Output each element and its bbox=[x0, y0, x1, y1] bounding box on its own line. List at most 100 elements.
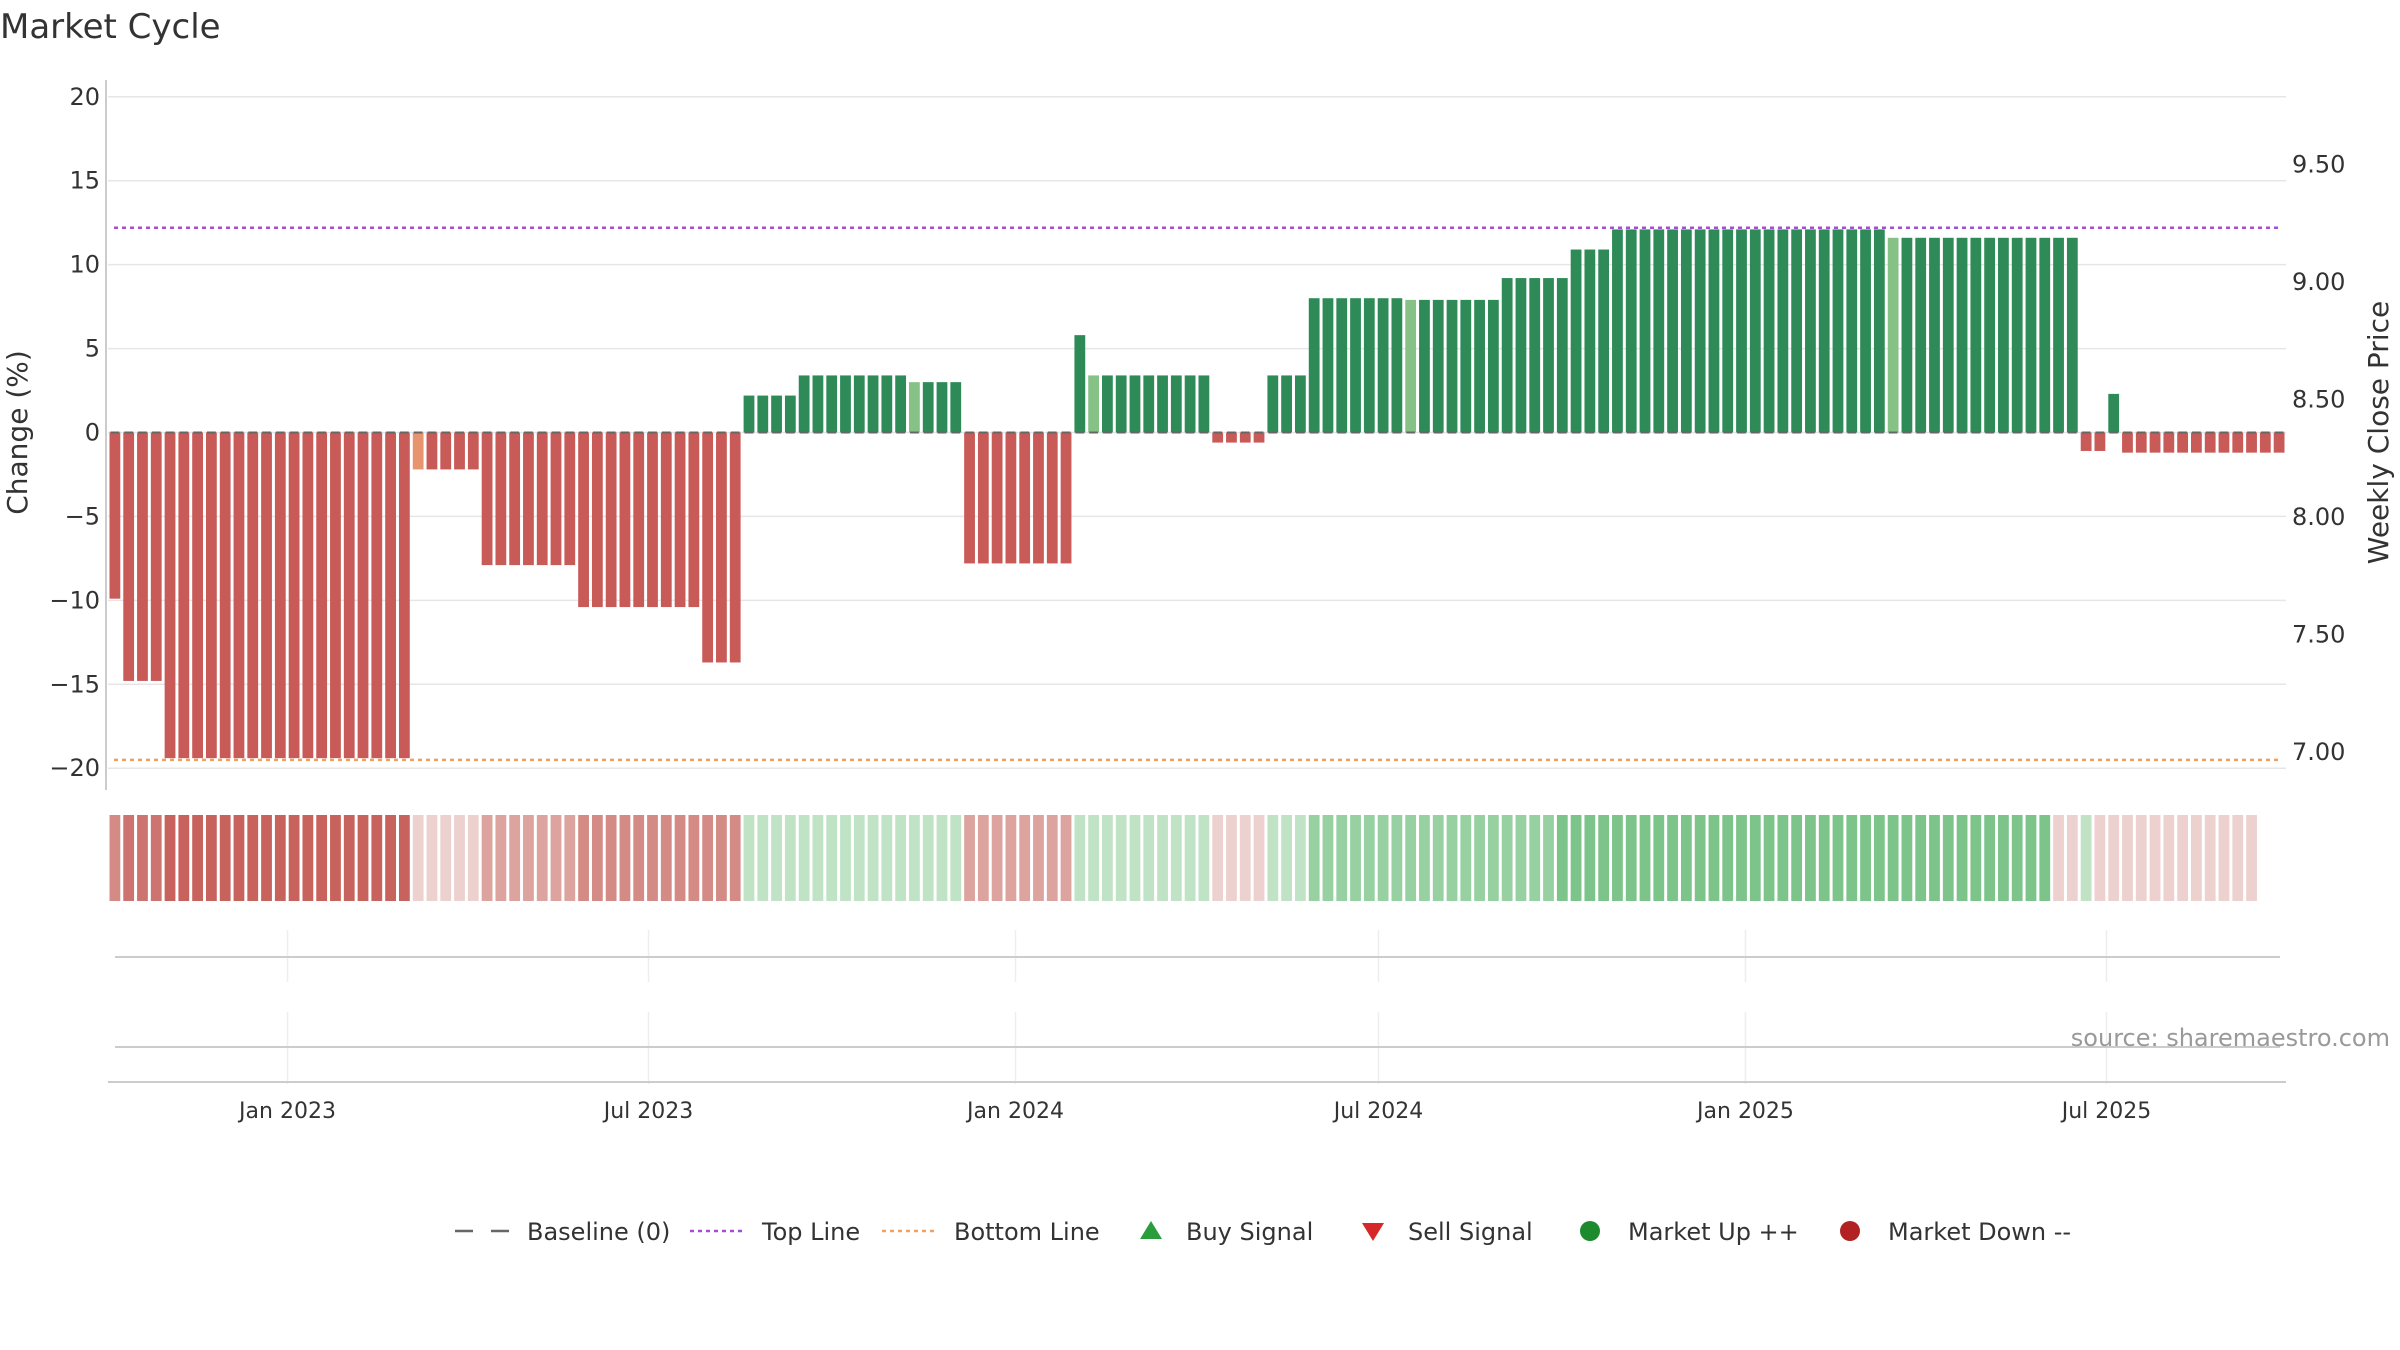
strip-cell bbox=[2232, 815, 2244, 901]
change-bar bbox=[1942, 237, 1954, 433]
strip-cell bbox=[1956, 815, 1968, 901]
change-bar bbox=[922, 382, 934, 433]
reference-lines bbox=[114, 226, 2280, 762]
change-bar bbox=[2204, 432, 2216, 453]
change-bar bbox=[1170, 375, 1182, 433]
change-bar bbox=[1363, 298, 1375, 433]
strip-cell bbox=[950, 815, 962, 901]
legend-label: Bottom Line bbox=[954, 1218, 1100, 1246]
change-bar bbox=[1543, 278, 1554, 433]
strip-cell bbox=[440, 815, 452, 901]
strip-cell bbox=[1129, 815, 1141, 901]
change-bar bbox=[1253, 432, 1265, 443]
strip-cell bbox=[660, 815, 672, 901]
change-bar bbox=[2025, 237, 2037, 433]
change-bar bbox=[1570, 249, 1582, 433]
strip-cell bbox=[702, 815, 714, 901]
x-tick-label: Jan 2023 bbox=[237, 1099, 336, 1124]
change-bar bbox=[729, 432, 741, 663]
change-bar bbox=[1529, 278, 1541, 433]
strip-cell bbox=[2246, 815, 2257, 901]
change-bar bbox=[164, 432, 176, 759]
strip-cell bbox=[2218, 815, 2230, 901]
strip-cell bbox=[1915, 815, 1927, 901]
chart-title: Market Cycle bbox=[0, 7, 221, 47]
strip-cell bbox=[109, 815, 121, 901]
change-bar bbox=[1294, 375, 1306, 433]
strip-cell bbox=[1074, 815, 1086, 901]
change-bar bbox=[123, 432, 135, 681]
strip-cell bbox=[647, 815, 658, 901]
strip-cell bbox=[605, 815, 617, 901]
change-bar bbox=[219, 432, 231, 759]
strip-cell bbox=[1350, 815, 1361, 901]
strip-cell bbox=[1322, 815, 1334, 901]
change-bar bbox=[440, 432, 452, 470]
change-bar bbox=[192, 432, 203, 759]
strip-cell bbox=[1198, 815, 1210, 901]
change-bar bbox=[1226, 432, 1237, 443]
strip-cell bbox=[1033, 815, 1044, 901]
change-bar bbox=[550, 432, 562, 566]
change-bar bbox=[1584, 249, 1596, 433]
change-bar bbox=[1019, 432, 1031, 564]
change-bar bbox=[950, 382, 962, 433]
strip-cell bbox=[2011, 815, 2023, 901]
legend-label: Market Up ++ bbox=[1628, 1218, 1799, 1246]
strip-cell bbox=[1529, 815, 1541, 901]
strip-cell bbox=[1115, 815, 1127, 901]
change-bar bbox=[2053, 237, 2064, 433]
strip-cell bbox=[2108, 815, 2120, 901]
strip-cell bbox=[2066, 815, 2078, 901]
strip-cell bbox=[192, 815, 203, 901]
change-bar bbox=[1446, 299, 1458, 433]
strip-cell bbox=[964, 815, 975, 901]
strip-cell bbox=[247, 815, 259, 901]
change-bar bbox=[895, 375, 907, 433]
strip-cell bbox=[1294, 815, 1306, 901]
legend-label: Baseline (0) bbox=[527, 1218, 670, 1246]
strip-cell bbox=[2149, 815, 2161, 901]
strip-cell bbox=[302, 815, 314, 901]
strip-cell bbox=[2094, 815, 2106, 901]
change-bar bbox=[867, 375, 879, 433]
strip-cell bbox=[1060, 815, 1072, 901]
change-bar bbox=[798, 375, 810, 433]
change-bar bbox=[812, 375, 824, 433]
change-bar bbox=[1102, 375, 1113, 433]
strip-cell bbox=[261, 815, 272, 901]
legend-label: Sell Signal bbox=[1408, 1218, 1533, 1246]
y-axis-label-right: Weekly Close Price bbox=[2362, 301, 2395, 564]
strip-cell bbox=[2163, 815, 2175, 901]
change-bar bbox=[1680, 229, 1692, 433]
strip-cell bbox=[977, 815, 989, 901]
change-bar bbox=[316, 432, 328, 759]
change-bar bbox=[2163, 432, 2175, 453]
change-bar bbox=[1818, 229, 1830, 433]
strip-cell bbox=[716, 815, 727, 901]
strip-cell bbox=[1019, 815, 1031, 901]
change-bar bbox=[1915, 237, 1927, 433]
change-bar bbox=[454, 432, 465, 470]
strip-cell bbox=[219, 815, 231, 901]
strip-cell bbox=[1612, 815, 1623, 901]
change-bar bbox=[109, 432, 121, 599]
change-bar bbox=[2066, 237, 2078, 433]
change-bar bbox=[1143, 375, 1155, 433]
strip-cell bbox=[1239, 815, 1251, 901]
strip-cell bbox=[936, 815, 948, 901]
y-tick-label-right: 7.50 bbox=[2292, 621, 2345, 649]
strip-cell bbox=[150, 815, 162, 901]
change-bar bbox=[274, 432, 286, 759]
change-bar bbox=[977, 432, 989, 564]
change-bar bbox=[2080, 432, 2092, 451]
change-bar bbox=[688, 432, 700, 608]
strip-cell bbox=[426, 815, 438, 901]
strip-cell bbox=[1281, 815, 1292, 901]
change-bar bbox=[1405, 299, 1417, 433]
change-bar bbox=[1074, 335, 1086, 433]
change-bar bbox=[591, 432, 603, 608]
change-bar bbox=[826, 375, 838, 433]
y-tick-label-left: 20 bbox=[69, 83, 100, 111]
change-bar bbox=[178, 432, 190, 759]
